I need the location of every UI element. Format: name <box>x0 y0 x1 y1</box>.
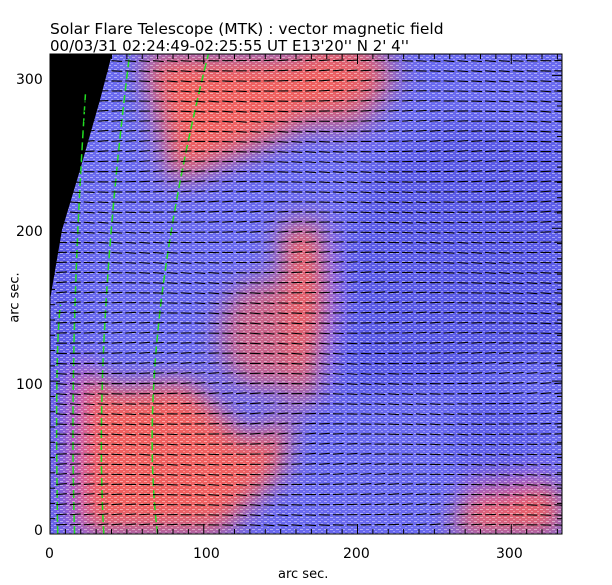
vector-row <box>56 291 562 295</box>
vector-row <box>56 150 562 153</box>
vector-row <box>56 361 562 365</box>
vector-row <box>56 412 562 416</box>
vector-row <box>56 69 562 73</box>
vector-row <box>56 382 562 386</box>
y-tick-label: 100 <box>16 377 43 393</box>
vector-row <box>56 210 562 214</box>
vector-row <box>56 422 562 426</box>
contour-line <box>151 54 210 534</box>
vector-row <box>56 462 562 466</box>
vector-row <box>56 503 562 507</box>
vector-row <box>56 160 562 164</box>
x-tick-label: 200 <box>343 546 370 562</box>
vector-row <box>56 523 562 527</box>
vector-row <box>56 351 562 355</box>
vector-row <box>56 200 562 204</box>
vector-row <box>56 452 562 456</box>
vector-row <box>56 442 562 446</box>
off-disk-region <box>50 54 112 300</box>
chart-subtitle: 00/03/31 02:24:49-02:25:55 UT E13'20'' N… <box>50 37 409 55</box>
vector-row <box>56 240 562 244</box>
x-tick-label: 100 <box>193 546 220 562</box>
vector-row <box>56 483 562 486</box>
contour-line <box>72 90 87 534</box>
vector-row <box>56 170 562 174</box>
vector-row <box>56 99 562 103</box>
vector-row <box>56 321 562 325</box>
vector-row <box>56 109 562 113</box>
y-tick-label: 0 <box>34 523 43 539</box>
vector-row <box>56 180 562 184</box>
vector-row <box>56 129 562 133</box>
vector-row <box>56 493 562 497</box>
vector-row <box>56 311 562 315</box>
vector-row <box>56 392 562 396</box>
vector-row <box>56 341 562 345</box>
chart-title: Solar Flare Telescope (MTK) : vector mag… <box>50 20 444 38</box>
x-tick-label: 0 <box>45 546 54 562</box>
plot-frame <box>49 53 563 535</box>
vector-row <box>56 281 562 285</box>
vector-row <box>56 301 562 305</box>
vector-row <box>56 230 562 234</box>
contour-line <box>55 304 62 534</box>
vector-row <box>56 402 562 406</box>
vector-row <box>56 119 562 123</box>
y-tick-label: 300 <box>16 72 43 88</box>
vector-row <box>56 513 562 517</box>
y-tick-label: 200 <box>16 224 43 240</box>
vector-row <box>56 250 562 254</box>
vector-row <box>56 139 562 143</box>
y-axis-label: arc sec. <box>7 272 23 323</box>
vector-row <box>56 261 562 264</box>
vector-row <box>56 79 562 83</box>
vector-row <box>56 190 562 194</box>
vector-row <box>56 220 562 224</box>
vector-row <box>56 432 562 436</box>
vector-row <box>56 372 562 375</box>
vector-row <box>56 59 562 63</box>
vector-row <box>56 89 562 93</box>
x-axis-label: arc sec. <box>278 567 329 582</box>
vector-row <box>56 472 562 476</box>
vector-row <box>56 271 562 275</box>
x-tick-label: 300 <box>496 546 523 562</box>
vector-row <box>56 331 562 335</box>
